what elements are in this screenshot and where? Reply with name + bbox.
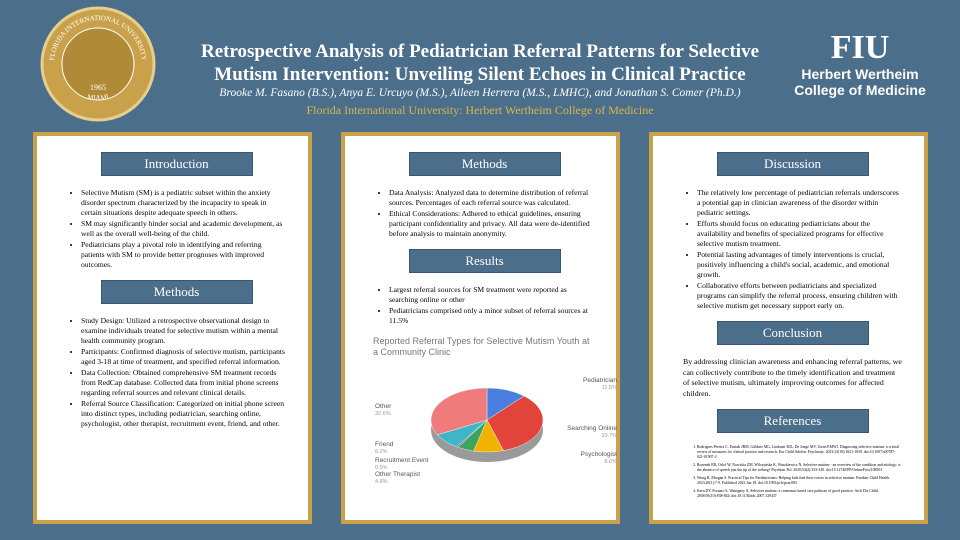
section-heading: Conclusion <box>716 321 869 345</box>
bullet: Largest referral sources for SM treatmen… <box>389 285 594 305</box>
bullet: The relatively low percentage of pediatr… <box>697 188 902 218</box>
bullet: Referral Source Classification: Categori… <box>81 399 286 429</box>
seal-year: 1965 <box>90 83 106 92</box>
bullet: Ethical Considerations: Adhered to ethic… <box>389 209 594 239</box>
panel: Discussion The relatively low percentage … <box>649 132 928 524</box>
value-label: 8.6% <box>604 459 617 465</box>
title: Mutism Intervention: Unveiling Silent Ec… <box>214 64 746 85</box>
section-heading: Methods <box>100 280 253 304</box>
category-label: Searching Online <box>567 425 617 432</box>
reference: Rozenek EB, Orlof W, Nowicka ZM, Wilczyń… <box>697 463 902 473</box>
value-label: 32.6% <box>375 411 391 417</box>
section-heading: Results <box>408 249 561 273</box>
logo-mark: FIU <box>830 29 890 66</box>
seal-city-path: MIAMI <box>87 93 111 103</box>
section-heading: References <box>716 409 869 433</box>
bullet: Selective Mutism (SM) is a pediatric sub… <box>81 188 286 218</box>
bullet: Data Analysis: Analyzed data to determin… <box>389 188 594 208</box>
title: Retrospective Analysis of Pediatrician R… <box>200 41 760 62</box>
section-heading: Discussion <box>716 152 869 176</box>
chart-title: Reported Referral Types for Selective Mu… <box>373 336 590 357</box>
category-label: Other Therapist <box>375 471 420 478</box>
pie-slice <box>430 387 488 435</box>
value-label: 8.2% <box>375 449 388 455</box>
panel: Introduction Selective Mutism (SM) is a p… <box>33 132 312 524</box>
bullet: Data Collection: Obtained comprehensive … <box>81 368 286 398</box>
bullet: Pediatricians comprised only a minor sub… <box>389 306 594 326</box>
bullet: Study Design: Utilized a retrospective o… <box>81 316 286 346</box>
bullet-list: Data Analysis: Analyzed data to determin… <box>375 188 594 239</box>
reference: Rodrigues Pereira C, Ensink JBM, Güldner… <box>697 445 902 460</box>
category-label: Other <box>375 403 392 410</box>
category-label: Pediatrician <box>583 377 617 384</box>
panel: Methods Data Analysis: Analyzed data to d… <box>341 132 620 524</box>
affiliation: Florida International University: Herber… <box>306 103 654 117</box>
reference-list: Rodrigues Pereira C, Ensink JBM, Güldner… <box>683 445 902 499</box>
bullet-list: Selective Mutism (SM) is a pediatric sub… <box>67 188 286 270</box>
reference: Wong R, Morgan S. Practical Tips for Pae… <box>697 476 902 486</box>
bullet-list: Study Design: Utilized a retrospective o… <box>67 316 286 429</box>
bullet-list: The relatively low percentage of pediatr… <box>683 188 902 311</box>
value-label: 33.7% <box>601 433 617 439</box>
pie-slice <box>486 395 544 451</box>
section-heading: Methods <box>408 152 561 176</box>
bullet-list: Largest referral sources for SM treatmen… <box>375 285 594 326</box>
category-label: Psychologist <box>581 451 618 458</box>
bullet: Participants: Confirmed diagnosis of sel… <box>81 347 286 367</box>
authors: Brooke M. Fasano (B.S.), Anya E. Urcuyo … <box>219 87 741 99</box>
reference: Kern DY, Fornaro S, Wattigney A. Selecti… <box>697 489 902 499</box>
bullet: Collaborative efforts between pediatrici… <box>697 281 902 311</box>
logo-line: College of Medicine <box>794 82 926 98</box>
value-label: 4.8% <box>375 479 388 485</box>
bullet: Efforts should focus on educating pediat… <box>697 219 902 249</box>
category-label: Recruitment Event <box>375 457 429 464</box>
section-heading: Introduction <box>100 152 253 176</box>
category-label: Friend <box>375 441 394 448</box>
bullet: SM may significantly hinder social and a… <box>81 219 286 239</box>
paragraph: By addressing clinician awareness and en… <box>683 357 902 398</box>
bullet: Pediatricians play a pivotal role in ide… <box>81 240 286 270</box>
value-label: 0.5% <box>375 465 388 471</box>
logo-line: Herbert Wertheim <box>801 66 919 82</box>
seal: FLORIDA INTERNATIONAL UNIVERSITY MIAMI 1… <box>40 6 156 122</box>
seal-city: MIAMI <box>87 93 111 103</box>
bullet: Potential lasting advantages of timely i… <box>697 250 902 280</box>
value-label: 11.5% <box>602 385 617 391</box>
logo: FIU Herbert Wertheim College of Medicine <box>780 29 940 99</box>
